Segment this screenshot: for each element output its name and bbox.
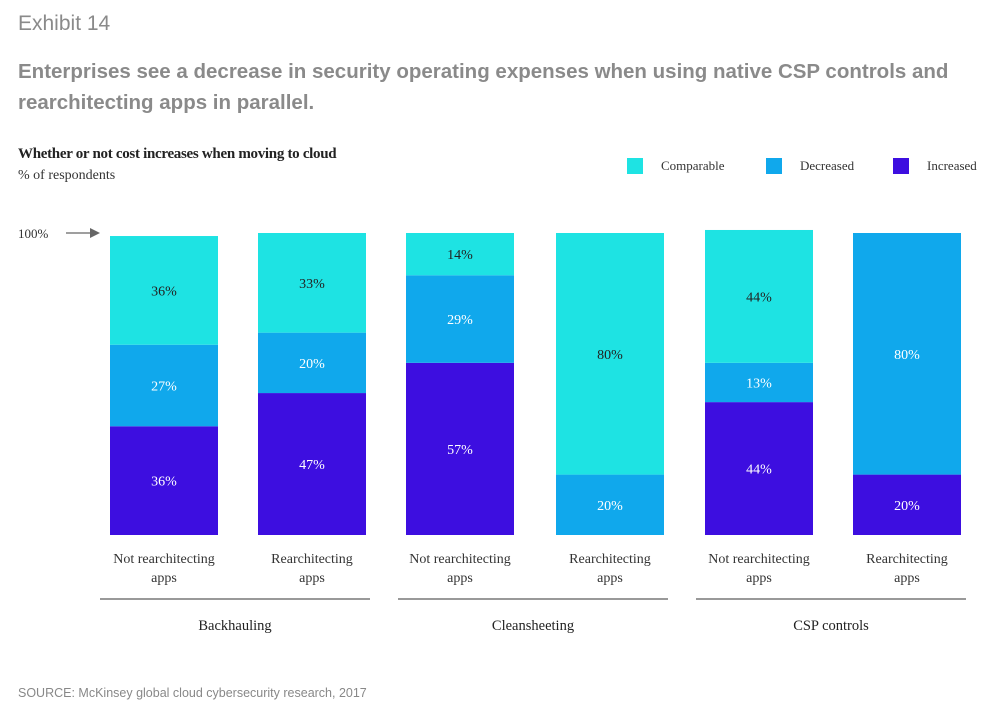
- x-tick-label-3-1: apps: [597, 571, 623, 586]
- x-tick-label-3-0: Rearchitecting: [569, 552, 651, 567]
- data-label-2-decreased: 29%: [447, 313, 473, 328]
- x-tick-label-5-0: Rearchitecting: [866, 552, 948, 567]
- x-tick-label-4-0: Not rearchitecting: [708, 552, 809, 567]
- reference-arrow-head: [90, 228, 100, 238]
- x-tick-label-0-0: Not rearchitecting: [113, 552, 214, 567]
- group-label-2: CSP controls: [793, 618, 869, 634]
- legend-label-increased: Increased: [927, 158, 977, 173]
- data-label-0-decreased: 27%: [151, 380, 177, 395]
- x-tick-label-5-1: apps: [894, 571, 920, 586]
- bar-5-increased: [853, 474, 961, 535]
- legend-swatch-decreased: [766, 158, 782, 174]
- data-label-0-increased: 36%: [151, 475, 177, 490]
- x-tick-label-1-1: apps: [299, 571, 325, 586]
- bar-1-comparable: [258, 233, 366, 333]
- bar-4-comparable: [705, 229, 813, 363]
- data-label-4-decreased: 13%: [746, 376, 772, 391]
- data-label-2-comparable: 14%: [447, 248, 473, 263]
- chart-headline: Enterprises see a decrease in security o…: [18, 60, 949, 114]
- data-label-0-comparable: 36%: [151, 284, 177, 299]
- reference-label-100: 100%: [18, 226, 49, 241]
- data-label-4-increased: 44%: [746, 463, 772, 478]
- legend-label-decreased: Decreased: [800, 158, 855, 173]
- data-label-1-increased: 47%: [299, 458, 325, 473]
- legend-swatch-comparable: [627, 158, 643, 174]
- bar-2-increased: [406, 362, 514, 535]
- group-label-0: Backhauling: [198, 618, 271, 634]
- data-label-1-comparable: 33%: [299, 277, 325, 292]
- x-tick-label-2-1: apps: [447, 571, 473, 586]
- data-label-3-decreased: 20%: [597, 499, 623, 514]
- bar-0-comparable: [110, 236, 218, 345]
- bar-5-decreased: [853, 233, 961, 475]
- bar-1-increased: [258, 393, 366, 535]
- bar-0-increased: [110, 426, 218, 535]
- x-tick-label-0-1: apps: [151, 571, 177, 586]
- data-label-5-increased: 20%: [894, 499, 920, 514]
- x-tick-label-4-1: apps: [746, 571, 772, 586]
- bar-2-comparable: [406, 233, 514, 276]
- bar-3-decreased: [556, 474, 664, 535]
- legend-swatch-increased: [893, 158, 909, 174]
- bar-4-decreased: [705, 362, 813, 403]
- data-label-4-comparable: 44%: [746, 290, 772, 305]
- source-note: SOURCE: McKinsey global cloud cybersecur…: [18, 686, 367, 700]
- data-label-5-decreased: 80%: [894, 348, 920, 363]
- legend-comparable: Comparable: [627, 158, 725, 174]
- x-tick-label-1-0: Rearchitecting: [271, 552, 353, 567]
- exhibit-label: Exhibit 14: [18, 12, 111, 35]
- bar-4-increased: [705, 402, 813, 535]
- bar-2-decreased: [406, 275, 514, 363]
- data-label-2-increased: 57%: [447, 443, 473, 458]
- legend-label-comparable: Comparable: [661, 158, 725, 173]
- data-label-3-comparable: 80%: [597, 348, 623, 363]
- y-axis-label: % of respondents: [18, 168, 116, 183]
- bar-0-decreased: [110, 344, 218, 427]
- legend-decreased: Decreased: [766, 158, 854, 174]
- x-tick-label-2-0: Not rearchitecting: [409, 552, 510, 567]
- legend-increased: Increased: [893, 158, 977, 174]
- group-label-1: Cleansheeting: [492, 618, 574, 634]
- bar-1-decreased: [258, 332, 366, 394]
- bar-3-comparable: [556, 233, 664, 475]
- data-label-1-decreased: 20%: [299, 357, 325, 372]
- chart-title: Whether or not cost increases when movin…: [18, 146, 337, 162]
